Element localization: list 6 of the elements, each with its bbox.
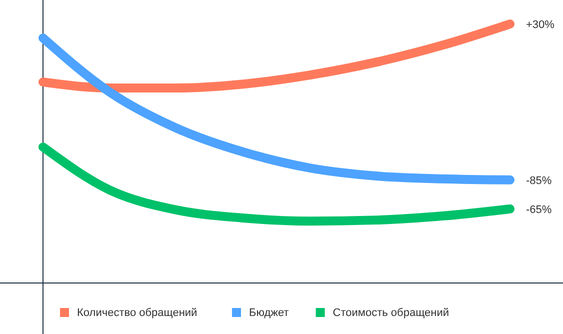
- legend-label: Бюджет: [249, 307, 289, 319]
- annotation: -65%: [526, 204, 552, 216]
- legend-label: Количество обращений: [77, 307, 198, 319]
- annotation: -85%: [526, 174, 552, 187]
- legend-label: Стоимость обращений: [332, 307, 449, 319]
- annotation: +30%: [526, 19, 555, 31]
